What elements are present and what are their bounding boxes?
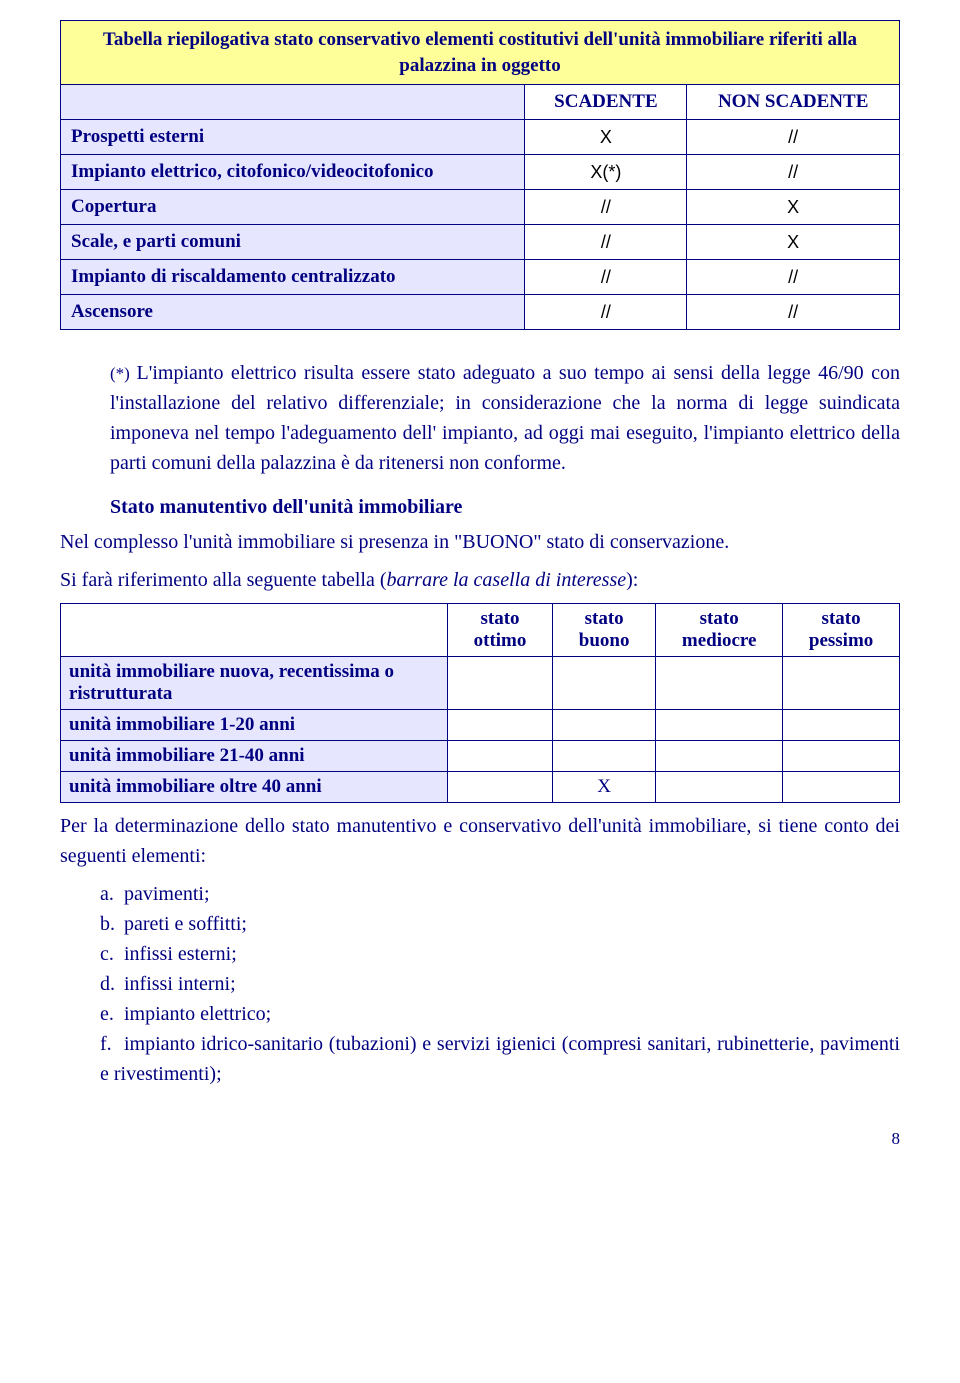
paragraph-tableref: Si farà riferimento alla seguente tabell… xyxy=(60,565,900,595)
table1-col-scadente: SCADENTE xyxy=(525,85,687,120)
table1-title: Tabella riepilogativa stato conservativo… xyxy=(61,21,900,85)
table-maintenance-state: stato ottimo stato buono stato mediocre … xyxy=(60,603,900,803)
table-row: unità immobiliare nuova, recentissima o … xyxy=(61,657,900,710)
table1-empty-header xyxy=(61,85,525,120)
cell xyxy=(783,741,900,772)
row-label: unità immobiliare nuova, recentissima o … xyxy=(61,657,448,710)
list-text: pareti e soffitti; xyxy=(124,913,247,935)
cell xyxy=(447,772,552,803)
row-scad: // xyxy=(525,190,687,225)
para2-a: Si farà riferimento alla seguente tabell… xyxy=(60,569,387,591)
para2-c: ): xyxy=(626,569,638,591)
section-heading-maintenance: Stato manutentivo dell'unità immobiliare xyxy=(60,496,900,519)
row-label: Ascensore xyxy=(61,295,525,330)
element-list: a.pavimenti; b.pareti e soffitti; c.infi… xyxy=(60,879,900,1089)
row-scad: // xyxy=(525,225,687,260)
row-label: Impianto elettrico, citofonico/videocito… xyxy=(61,155,525,190)
list-marker: f. xyxy=(100,1029,124,1059)
row-label: unità immobiliare 1-20 anni xyxy=(61,710,448,741)
table1-col-nonscadente: NON SCADENTE xyxy=(687,85,900,120)
cell xyxy=(553,710,656,741)
cell xyxy=(656,772,783,803)
page-container: Tabella riepilogativa stato conservativo… xyxy=(0,0,960,1179)
table-row: Impianto elettrico, citofonico/videocito… xyxy=(61,155,900,190)
cell xyxy=(783,772,900,803)
list-text: infissi esterni; xyxy=(124,943,237,965)
row-label: Scale, e parti comuni xyxy=(61,225,525,260)
list-text: infissi interni; xyxy=(124,973,236,995)
table-row: unità immobiliare 1-20 anni xyxy=(61,710,900,741)
row-nonscad: // xyxy=(687,260,900,295)
list-item: b.pareti e soffitti; xyxy=(100,909,900,939)
list-text: pavimenti; xyxy=(124,883,210,905)
row-label: Copertura xyxy=(61,190,525,225)
cell xyxy=(447,741,552,772)
cell xyxy=(656,657,783,710)
row-scad: // xyxy=(525,260,687,295)
table2-col-buono: stato buono xyxy=(553,604,656,657)
table-row: Impianto di riscaldamento centralizzato … xyxy=(61,260,900,295)
footnote-lead: (*) xyxy=(110,364,137,383)
cell xyxy=(656,710,783,741)
cell xyxy=(447,657,552,710)
list-marker: e. xyxy=(100,999,124,1029)
table-row: unità immobiliare oltre 40 anni X xyxy=(61,772,900,803)
list-text: impianto idrico-sanitario (tubazioni) e … xyxy=(100,1033,900,1085)
table-row: Prospetti esterni X // xyxy=(61,120,900,155)
row-nonscad: X xyxy=(687,225,900,260)
list-item: e.impianto elettrico; xyxy=(100,999,900,1029)
footnote-paragraph: (*) L'impianto elettrico risulta essere … xyxy=(60,358,900,478)
row-nonscad: // xyxy=(687,295,900,330)
row-label: Impianto di riscaldamento centralizzato xyxy=(61,260,525,295)
cell xyxy=(447,710,552,741)
cell xyxy=(553,657,656,710)
row-scad: // xyxy=(525,295,687,330)
row-nonscad: X xyxy=(687,190,900,225)
cell xyxy=(656,741,783,772)
cell: X xyxy=(553,772,656,803)
footnote-text: L'impianto elettrico risulta essere stat… xyxy=(110,362,900,474)
list-marker: a. xyxy=(100,879,124,909)
paragraph-buono: Nel complesso l'unità immobiliare si pre… xyxy=(60,527,900,557)
cell xyxy=(783,657,900,710)
row-nonscad: // xyxy=(687,120,900,155)
row-label: unità immobiliare oltre 40 anni xyxy=(61,772,448,803)
list-text: impianto elettrico; xyxy=(124,1003,271,1025)
table2-col-mediocre: stato mediocre xyxy=(656,604,783,657)
table2-col-ottimo: stato ottimo xyxy=(447,604,552,657)
list-item: f.impianto idrico-sanitario (tubazioni) … xyxy=(100,1029,900,1089)
list-item: d.infissi interni; xyxy=(100,969,900,999)
table-row: unità immobiliare 21-40 anni xyxy=(61,741,900,772)
list-item: c.infissi esterni; xyxy=(100,939,900,969)
row-nonscad: // xyxy=(687,155,900,190)
list-marker: b. xyxy=(100,909,124,939)
table-row: Scale, e parti comuni // X xyxy=(61,225,900,260)
table2-col-pessimo: stato pessimo xyxy=(783,604,900,657)
para2-b: barrare la casella di interesse xyxy=(387,569,627,591)
paragraph-determination: Per la determinazione dello stato manute… xyxy=(60,811,900,871)
cell xyxy=(783,710,900,741)
table-row: Copertura // X xyxy=(61,190,900,225)
row-label: Prospetti esterni xyxy=(61,120,525,155)
page-number: 8 xyxy=(60,1129,900,1149)
row-scad: X xyxy=(525,120,687,155)
table-row: Ascensore // // xyxy=(61,295,900,330)
list-item: a.pavimenti; xyxy=(100,879,900,909)
row-scad: X(*) xyxy=(525,155,687,190)
cell xyxy=(553,741,656,772)
list-marker: d. xyxy=(100,969,124,999)
row-label: unità immobiliare 21-40 anni xyxy=(61,741,448,772)
list-marker: c. xyxy=(100,939,124,969)
table2-empty-header xyxy=(61,604,448,657)
table-conservation-state: Tabella riepilogativa stato conservativo… xyxy=(60,20,900,330)
